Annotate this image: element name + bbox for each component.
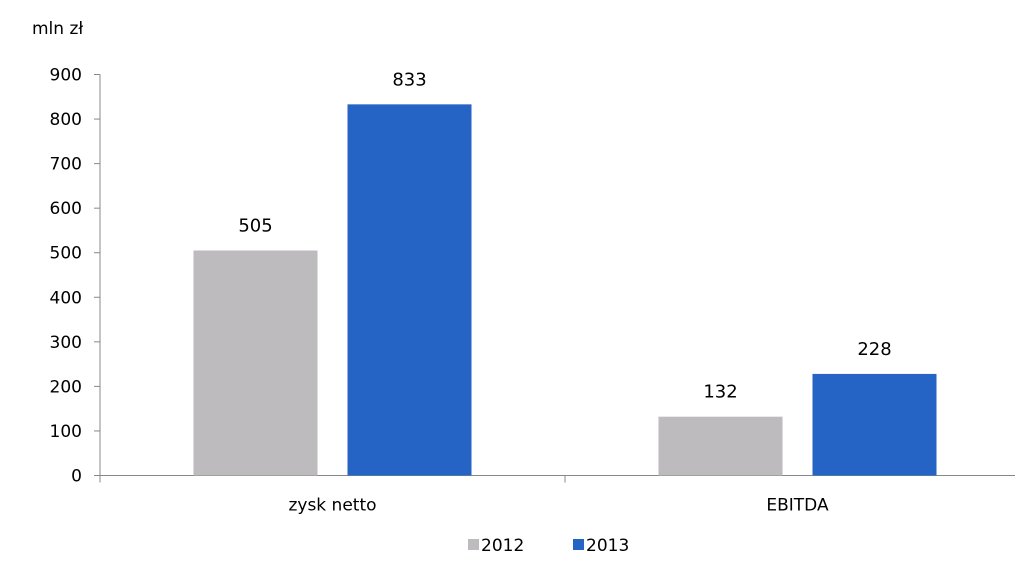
- x-category-label: EBITDA: [766, 496, 829, 516]
- data-label: 505: [238, 215, 272, 236]
- y-tick-label: 800: [50, 110, 82, 130]
- y-tick-label: 300: [50, 333, 82, 353]
- y-tick-label: 400: [50, 288, 82, 308]
- x-category-label: zysk netto: [288, 496, 376, 516]
- bar: [347, 104, 472, 476]
- y-axis-unit-label: mln zł: [32, 19, 83, 39]
- bar: [193, 250, 318, 476]
- legend-swatch: [468, 539, 479, 550]
- y-tick-label: 500: [50, 244, 82, 264]
- y-tick-label: 0: [71, 467, 82, 487]
- legend: 2012 2013: [468, 536, 629, 556]
- legend-label: 2012: [481, 536, 524, 556]
- plot-area: 0 100 200 300 400 500 600 700 800 900 505 833 zysk n…: [50, 66, 1015, 516]
- y-tick-label: 600: [50, 199, 82, 219]
- y-tick-label: 100: [50, 422, 82, 442]
- legend-swatch: [573, 539, 584, 550]
- data-label: 228: [857, 339, 891, 360]
- y-tick-label: 700: [50, 155, 82, 175]
- bar: [812, 373, 937, 476]
- data-label: 132: [703, 382, 737, 403]
- data-label: 833: [392, 69, 426, 90]
- y-tick-label: 200: [50, 377, 82, 397]
- legend-label: 2013: [586, 536, 629, 556]
- bar: [658, 416, 783, 476]
- y-tick-label: 900: [50, 66, 82, 86]
